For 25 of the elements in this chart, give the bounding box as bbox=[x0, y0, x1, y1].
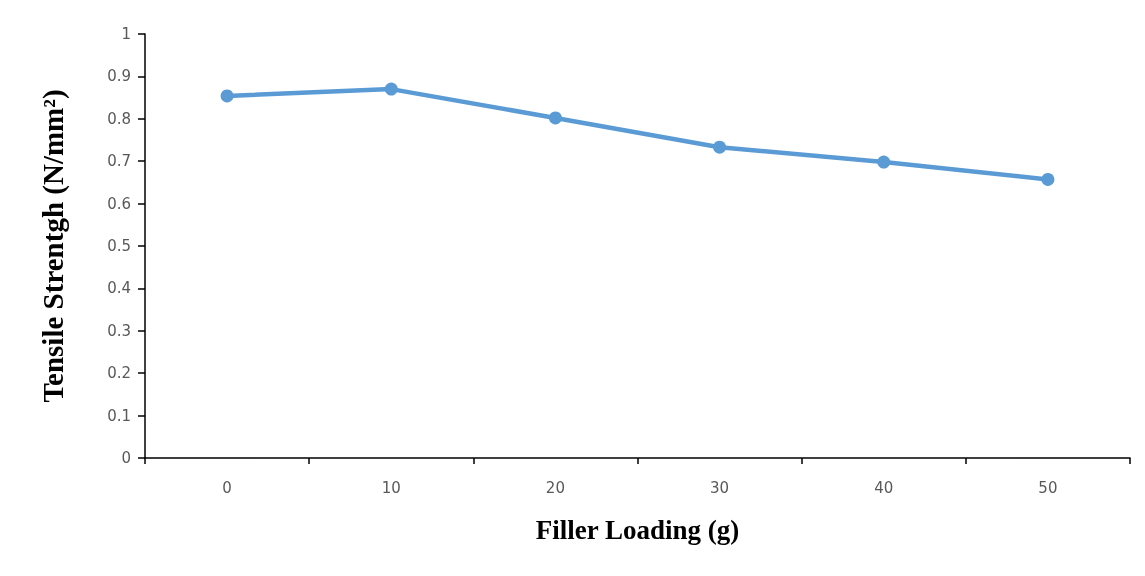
y-tick-label: 0.2 bbox=[107, 364, 131, 383]
x-axis-title: Filler Loading (g) bbox=[535, 514, 740, 545]
point bbox=[713, 140, 727, 154]
y-tick-label: 0.6 bbox=[107, 194, 131, 213]
y-axis-title: Tensile Strentgh (N/mm²) bbox=[36, 89, 70, 403]
y-tick-label: 0.5 bbox=[107, 237, 131, 255]
y-tick-label: 0 bbox=[121, 449, 131, 467]
y-tick-label: 1 bbox=[121, 25, 131, 43]
point bbox=[1041, 172, 1055, 186]
x-tick-label: 30 bbox=[710, 478, 730, 497]
y-tick-label: 0.9 bbox=[107, 67, 131, 86]
x-tick-label: 20 bbox=[545, 478, 565, 497]
point bbox=[384, 82, 398, 96]
y-tick-label: 0.4 bbox=[107, 279, 131, 298]
x-tick-label: 0 bbox=[222, 478, 232, 497]
point bbox=[548, 111, 562, 125]
y-tick-label: 0.8 bbox=[107, 109, 131, 128]
point bbox=[877, 155, 891, 169]
x-tick-label: 40 bbox=[874, 478, 894, 497]
y-tick-label: 0.1 bbox=[107, 406, 131, 425]
y-tick-label: 0.7 bbox=[107, 152, 131, 171]
x-tick-label: 50 bbox=[1038, 478, 1058, 497]
y-tick-label: 0.3 bbox=[107, 321, 131, 340]
point bbox=[220, 89, 234, 103]
x-tick-label: 10 bbox=[381, 478, 401, 497]
